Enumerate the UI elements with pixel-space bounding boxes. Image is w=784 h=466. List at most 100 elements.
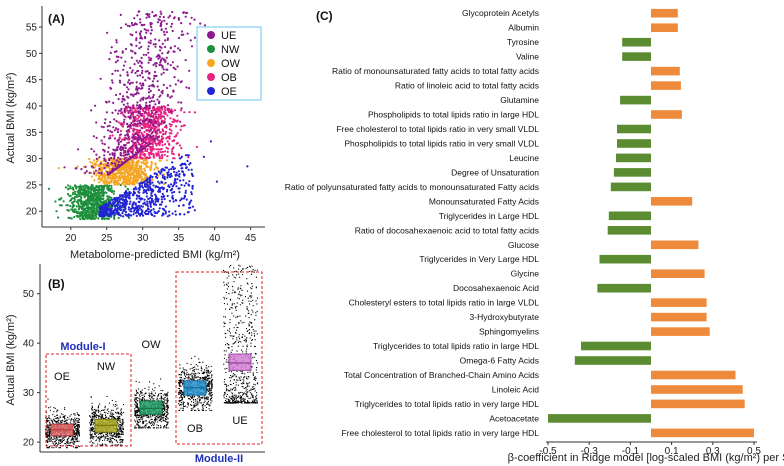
jitter-point [111,436,113,438]
scatter-point [117,171,121,174]
scatter-point [158,157,161,160]
jitter-point [78,420,80,422]
scatter-point [161,167,164,170]
jitter-point [78,427,80,429]
scatter-point [179,128,182,131]
scatter-point [152,43,155,46]
scatter-point [148,88,151,91]
scatter-point [80,211,83,214]
scatter-point [164,108,167,112]
scatter-point [163,198,166,201]
scatter-point [135,44,138,48]
scatter-point [141,150,144,153]
scatter-point [141,186,145,189]
scatter-point [158,182,161,185]
scatter-point [164,205,167,208]
scatter-point [93,204,96,207]
scatter-point [131,150,134,153]
jitter-point [92,424,94,426]
scatter-point [136,140,139,143]
scatter-point [162,115,165,118]
scatter-point [169,125,172,128]
x-tick-label: 45 [245,233,257,244]
jitter-point [93,442,95,444]
jitter-point [91,444,93,446]
scatter-point [156,197,159,200]
scatter-point [163,33,166,36]
scatter-point [79,189,82,192]
scatter-point [152,113,155,116]
scatter-point [173,181,176,184]
scatter-point [191,185,194,188]
scatter-point [150,162,153,165]
jitter-point [46,422,48,424]
jitter-point [97,415,99,417]
jitter-point [120,436,122,438]
jitter-point [92,428,94,430]
scatter-point [141,76,144,79]
jitter-point [76,432,78,434]
scatter-point [166,86,169,90]
jitter-point [66,419,68,421]
scatter-point [136,101,139,104]
scatter-point [138,119,141,122]
scatter-point [176,141,179,145]
jitter-point [75,428,77,430]
scatter-point [125,107,128,110]
scatter-point [187,154,190,157]
scatter-group-oe [98,140,249,218]
jitter-point [46,436,48,438]
jitter-point [55,421,57,423]
scatter-point [119,214,122,217]
scatter-point [146,179,149,182]
scatter-point [110,177,114,180]
scatter-point [190,45,194,48]
scatter-point [157,136,160,139]
scatter-point [175,181,178,184]
scatter-point [105,101,108,104]
jitter-point [77,421,79,423]
scatter-point [111,152,114,155]
jitter-point [101,432,103,434]
jitter-point [140,427,142,429]
scatter-point [144,142,147,145]
scatter-point [124,160,127,163]
scatter-point [155,152,158,155]
jitter-point [161,397,163,399]
jitter-point [73,443,75,445]
jitter-point [160,389,162,391]
scatter-point [138,59,141,63]
scatter-point [83,195,86,198]
jitter-point [48,432,50,434]
jitter-point [56,411,58,413]
scatter-point [165,22,168,25]
scatter-point [132,124,135,127]
scatter-point [149,21,152,25]
scatter-point [110,179,113,182]
scatter-point [93,162,97,165]
jitter-point [119,420,121,422]
scatter-point [135,37,138,40]
scatter-point [95,200,98,203]
scatter-point [98,197,101,201]
scatter-point [123,99,126,102]
jitter-point [59,436,61,438]
y-tick-label: 50 [23,289,35,300]
jitter-point [74,414,76,416]
scatter-point [129,82,132,85]
scatter-point [106,31,109,34]
scatter-point [147,138,150,141]
scatter-point [145,117,149,120]
scatter-point [91,184,94,187]
jitter-point [115,436,117,438]
scatter-point [87,205,90,208]
jitter-point [56,414,58,416]
scatter-point [120,107,123,110]
scatter-point [154,45,157,48]
scatter-point [121,194,124,197]
jitter-point [93,422,95,424]
scatter-point [160,140,163,143]
jitter-point [92,420,94,422]
jitter-point [119,413,121,415]
jitter-point [119,433,121,435]
